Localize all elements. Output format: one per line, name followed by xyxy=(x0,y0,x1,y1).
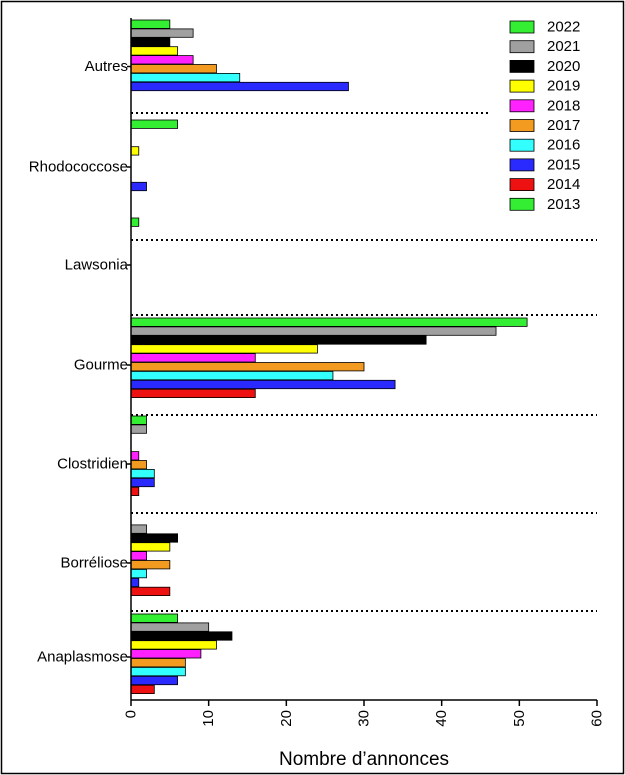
bar-2021 xyxy=(130,622,210,632)
bar-2014 xyxy=(130,586,171,597)
bar-2022 xyxy=(130,217,140,227)
legend-label-2015: 2015 xyxy=(547,156,580,173)
legend-swatch-2015 xyxy=(509,158,535,172)
bar-2022 xyxy=(130,415,147,425)
bar-2016 xyxy=(130,73,241,83)
legend-swatch-2018 xyxy=(509,99,535,113)
bar-2017 xyxy=(130,362,365,372)
legend-label-2017: 2017 xyxy=(547,117,580,134)
bar-2016 xyxy=(130,468,155,479)
bar-2014 xyxy=(130,388,256,399)
bar-2014 xyxy=(130,684,155,695)
legend-swatch-2016 xyxy=(509,138,535,152)
bar-2020 xyxy=(130,37,171,47)
bar-2019 xyxy=(130,46,178,56)
legend-label-2020: 2020 xyxy=(547,58,580,75)
bar-2018 xyxy=(130,55,194,65)
category-label: Lawsonia xyxy=(65,257,129,274)
axes: 0 10 20 30 40 50 60 xyxy=(123,18,606,727)
legend-label-2018: 2018 xyxy=(547,97,580,114)
legend-label-2021: 2021 xyxy=(547,38,580,55)
bar-2015 xyxy=(130,477,155,488)
bar-marks xyxy=(130,19,528,695)
bar-2017 xyxy=(130,658,186,668)
bar-2017 xyxy=(130,460,147,470)
category-label: Autres xyxy=(85,58,128,75)
bar-2015 xyxy=(130,379,396,390)
bar-2019 xyxy=(130,640,217,650)
bar-2022 xyxy=(130,119,178,129)
category-label: Gourme xyxy=(74,357,128,374)
bar-2019 xyxy=(130,146,140,156)
bar-2020 xyxy=(130,533,178,543)
category-label: Rhodococcose xyxy=(29,159,128,176)
bar-2021 xyxy=(130,424,147,434)
legend-label-2019: 2019 xyxy=(547,78,580,95)
bar-2018 xyxy=(130,451,140,461)
category-label: Clostridien xyxy=(57,456,128,473)
bar-2021 xyxy=(130,28,194,38)
bar-2018 xyxy=(130,649,202,659)
bar-2021 xyxy=(130,326,497,336)
legend-swatch-2020 xyxy=(509,60,535,73)
bar-2022 xyxy=(130,613,178,623)
bar-2016 xyxy=(130,370,334,381)
legend-swatch-2021 xyxy=(509,40,535,54)
legend-label-2013: 2013 xyxy=(547,196,580,213)
bar-2016 xyxy=(130,667,186,677)
category-labels: Autres Rhodococcose Lawsonia Gourme Clostrid… xyxy=(29,58,131,666)
legend-swatch-2013 xyxy=(509,197,535,211)
bar-2018 xyxy=(130,551,147,561)
x-tick-label: 20 xyxy=(278,710,295,727)
bar-2014 xyxy=(130,486,140,497)
x-tick-label: 60 xyxy=(589,710,606,727)
legend-label-2022: 2022 xyxy=(547,19,580,36)
x-axis-title: Nombre d’annonces xyxy=(279,749,449,770)
bar-2020 xyxy=(130,631,233,641)
legend-label-2016: 2016 xyxy=(547,137,580,154)
bar-2020 xyxy=(130,335,427,345)
bar-2015 xyxy=(130,81,349,92)
bar-2017 xyxy=(130,560,171,570)
x-tick-label: 40 xyxy=(433,710,450,727)
bar-2015 xyxy=(130,577,140,588)
bar-2022 xyxy=(130,19,171,29)
bar-2018 xyxy=(130,353,256,363)
category-label: Anaplasmose xyxy=(37,649,128,666)
bar-2017 xyxy=(130,64,217,74)
legend-swatch-2014 xyxy=(509,178,535,192)
x-tick-label: 10 xyxy=(200,710,217,727)
x-tick-label: 30 xyxy=(356,710,373,727)
bar-2015 xyxy=(130,181,147,192)
x-tick-label: 50 xyxy=(511,710,528,727)
x-tick-label: 0 xyxy=(123,710,140,718)
legend: 2022 2021 2020 2019 2018 2017 2016 2015 2014 2013 xyxy=(509,19,580,213)
legend-swatch-2017 xyxy=(509,119,535,132)
bar-2019 xyxy=(130,344,318,354)
category-label: Borréliose xyxy=(60,555,128,572)
legend-label-2014: 2014 xyxy=(547,176,580,193)
bar-2019 xyxy=(130,542,171,552)
bar-2015 xyxy=(130,675,178,686)
bar-2016 xyxy=(130,569,147,579)
bar-2022 xyxy=(130,317,528,327)
legend-swatch-2019 xyxy=(509,79,535,93)
bar-2021 xyxy=(130,524,147,534)
legend-swatch-2022 xyxy=(509,20,535,34)
